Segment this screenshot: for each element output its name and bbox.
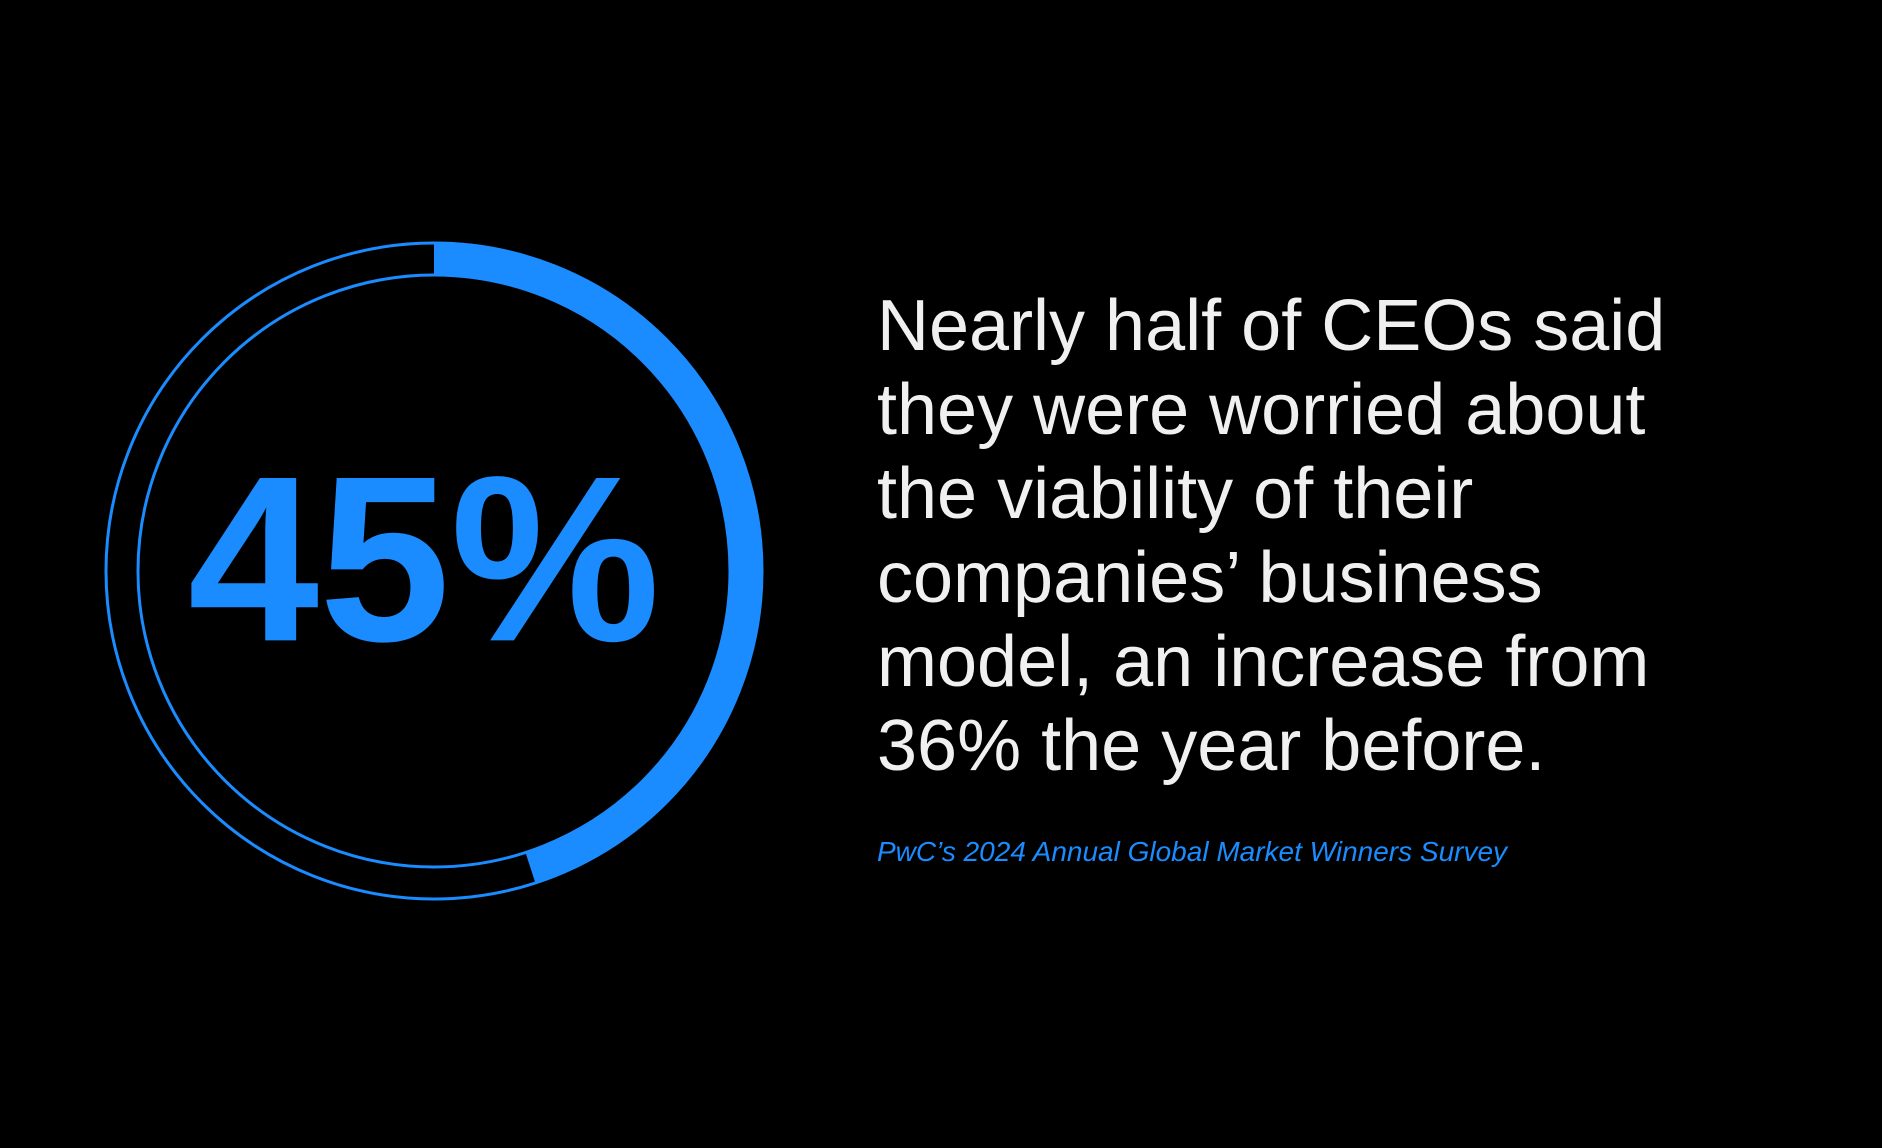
annotation-line: model, an increase from bbox=[877, 622, 1649, 702]
annotation-line: they were worried about bbox=[877, 370, 1645, 450]
annotation-line: Nearly half of CEOs said bbox=[877, 286, 1665, 366]
source: PwC’s 2024 Annual Global Market Winners … bbox=[877, 836, 1509, 867]
value-label: 45% bbox=[188, 427, 660, 691]
annotation-line: companies’ business bbox=[877, 538, 1543, 618]
annotation-line: 36% the year before. bbox=[877, 706, 1545, 786]
annotation: Nearly half of CEOs said they were worrie… bbox=[877, 286, 1665, 786]
annotation-line: the viability of their bbox=[877, 454, 1473, 534]
progress-arc bbox=[433, 242, 763, 884]
